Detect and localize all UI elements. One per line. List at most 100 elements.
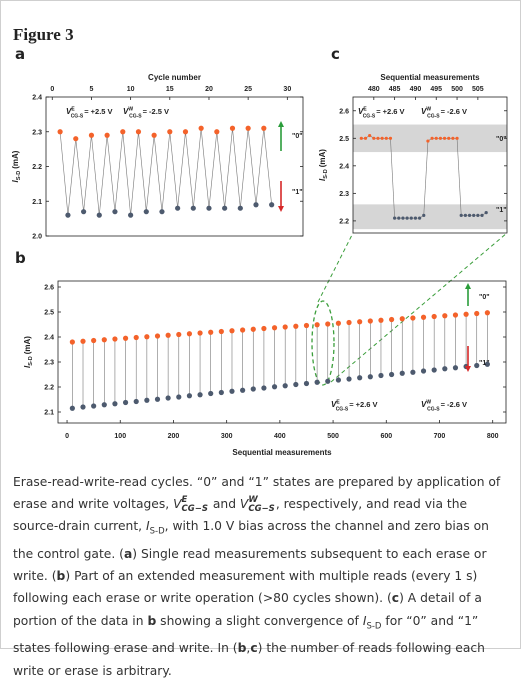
data-point: [314, 379, 320, 385]
data-point: [452, 312, 459, 318]
data-point: [434, 136, 438, 140]
voltage-value: = +2.6 V: [349, 400, 377, 409]
data-point: [261, 325, 267, 332]
x-tick-label: 490: [410, 86, 422, 93]
data-point: [282, 383, 288, 389]
data-point: [399, 370, 405, 376]
x-tick-label: 10: [127, 86, 135, 93]
data-point: [154, 396, 161, 402]
data-point: [91, 403, 97, 409]
data-point: [154, 333, 161, 339]
x-tick-label: 495: [430, 86, 442, 93]
y-tick-label: 2.5: [44, 310, 54, 317]
highlight-band: [353, 204, 507, 230]
state-arrowhead: [465, 283, 471, 289]
x-tick-label: 100: [114, 433, 126, 440]
x-tick-label: 700: [434, 433, 446, 440]
connector: [247, 128, 257, 205]
figure-plots: a 2.0 2.1 2.2 2.3 2.4 0 5 10 15 20 25 30 Cycle number…: [11, 45, 508, 457]
data-point: [378, 317, 384, 323]
connector: [390, 138, 395, 219]
data-point: [261, 385, 267, 391]
data-point: [417, 216, 422, 220]
caption-panel: a: [123, 547, 133, 562]
y-axis-unit: (mA): [318, 149, 327, 168]
y-tick-label: 2.5: [339, 136, 349, 143]
plot-frame: [352, 96, 508, 234]
data-point: [91, 337, 97, 344]
data-point: [133, 398, 139, 405]
caption-text: , respectively, and read via the source-…: [13, 497, 468, 534]
caption-text: ) Single read measurements subsequent to…: [13, 547, 487, 584]
y-axis-symbol: I: [23, 365, 32, 368]
data-point: [467, 213, 472, 217]
data-point: [229, 328, 235, 334]
y-tick-label: 2.3: [44, 360, 54, 367]
data-point: [472, 213, 476, 217]
data-point: [198, 125, 204, 131]
connector: [67, 138, 77, 216]
connector: [232, 128, 241, 209]
y-tick-label: 2.1: [32, 199, 42, 206]
data-point: [128, 212, 134, 218]
data-point: [293, 381, 299, 388]
caption-text: ) Part of an extended measurement with m…: [13, 569, 478, 606]
data-point: [420, 314, 427, 320]
data-point: [476, 213, 480, 217]
connector: [169, 131, 178, 209]
x-tick-label: 400: [274, 433, 286, 440]
data-point: [426, 139, 430, 143]
x-tick-label: 500: [327, 433, 339, 440]
plot-frame: [45, 96, 304, 237]
state-label: "1": [292, 189, 303, 196]
caption-math: I: [145, 519, 150, 534]
data-point: [135, 129, 142, 135]
data-point: [69, 339, 75, 345]
caption-math: CG−S: [248, 503, 275, 514]
data-point: [409, 216, 413, 220]
voltage-sub: CG-S: [427, 407, 440, 413]
connector: [208, 131, 218, 209]
data-point: [452, 365, 459, 371]
voltage-sup: W: [426, 400, 431, 406]
x-tick-label: 0: [65, 433, 69, 440]
data-point: [430, 136, 434, 140]
connector: [456, 138, 462, 216]
y-axis-symbol: I: [318, 178, 327, 181]
data-point: [438, 136, 443, 140]
plot-frame: [57, 280, 507, 424]
connector: [122, 131, 131, 216]
data-point: [250, 326, 256, 332]
data-point: [208, 329, 214, 335]
data-point: [240, 387, 246, 393]
data-point: [346, 376, 352, 382]
data-point: [282, 324, 288, 330]
data-point: [237, 205, 243, 211]
connector: [138, 131, 147, 212]
data-point: [389, 316, 395, 323]
data-point: [167, 129, 173, 135]
data-point: [112, 209, 118, 215]
x-tick-label: 505: [472, 86, 484, 93]
caption-math: V: [239, 497, 249, 512]
connector: [130, 131, 139, 216]
data-point: [480, 213, 484, 217]
voltage-label: VE CG-S= +2.6 V: [358, 107, 405, 120]
connector: [75, 138, 84, 212]
connector: [216, 131, 225, 209]
y-tick-label: 2.4: [32, 95, 42, 102]
connector: [161, 131, 171, 212]
data-point: [208, 390, 214, 397]
x-tick-label: 480: [368, 86, 380, 93]
voltage-value: = -2.6 V: [441, 107, 467, 116]
data-point: [229, 125, 236, 131]
panel: c 2.2 2.3 2.4 2.5 2.6 480 485 490 495 500 505 Sequen…: [318, 45, 508, 234]
x-axis-title: Sequential measurements: [232, 448, 332, 457]
y-tick-label: 2.0: [32, 234, 42, 241]
data-point: [197, 392, 203, 398]
voltage-value: = -2.5 V: [143, 107, 169, 116]
data-point: [378, 372, 384, 379]
connector: [177, 131, 186, 209]
data-point: [81, 209, 87, 215]
data-point: [104, 132, 110, 138]
